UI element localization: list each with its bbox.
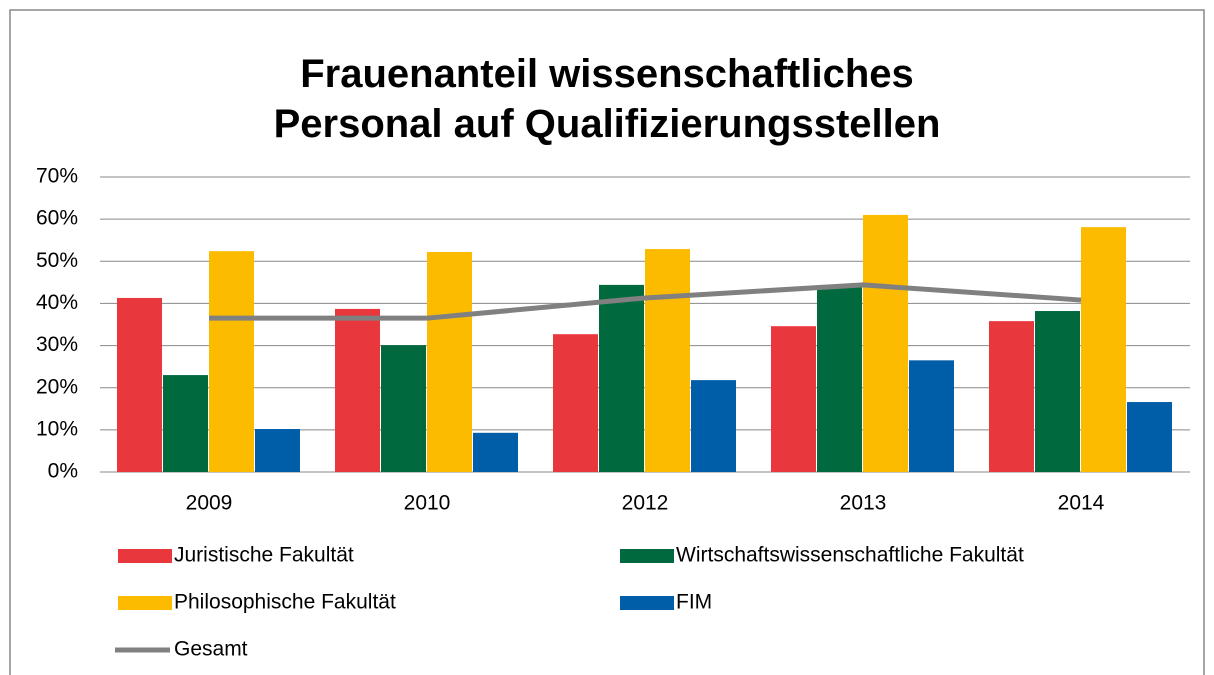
legend-key [118,549,172,563]
bar [863,214,908,472]
bar [255,429,300,472]
y-tick-label: 40% [36,291,78,314]
bar [1081,227,1126,472]
x-tick-label: 2014 [1058,492,1105,515]
y-tick-label: 60% [36,207,78,230]
legend-label: Gesamt [174,638,248,661]
bar [989,321,1034,472]
bar [909,360,954,472]
line [209,282,1082,321]
x-tick-label: 2012 [622,492,669,515]
x-tick-label: 2010 [404,492,451,515]
legend-label: Wirtschaftswissenschaftliche Fakultät [676,544,1024,567]
x-tick-label: 2013 [840,492,887,515]
bar [381,345,426,472]
chart-title: Frauenanteil wissenschaftliches Personal … [274,52,941,146]
bar [771,326,816,472]
bar [1127,402,1172,472]
bar [427,252,472,472]
bar [473,432,518,472]
x-tick-label: 2009 [186,492,233,515]
bar [117,297,162,472]
bar [1035,311,1080,472]
bar [553,334,598,472]
legend-label: FIM [676,591,712,614]
bar [599,284,644,472]
legend-label: Juristische Fakultät [174,544,354,567]
y-tick-label: 70% [36,165,78,188]
bar [209,251,254,472]
legend-key [620,596,674,610]
bar [691,380,736,472]
bar [645,249,690,472]
legend-label: Philosophische Fakultät [174,591,396,614]
y-tick-label: 0% [48,460,78,483]
y-tick-label: 30% [36,333,78,356]
legend-key [620,549,674,563]
bar [817,286,862,472]
y-tick-label: 50% [36,249,78,272]
legend-key [118,596,172,610]
bar [163,375,208,472]
y-tick-label: 10% [36,417,78,440]
bar [335,308,380,472]
y-tick-label: 20% [36,375,78,398]
